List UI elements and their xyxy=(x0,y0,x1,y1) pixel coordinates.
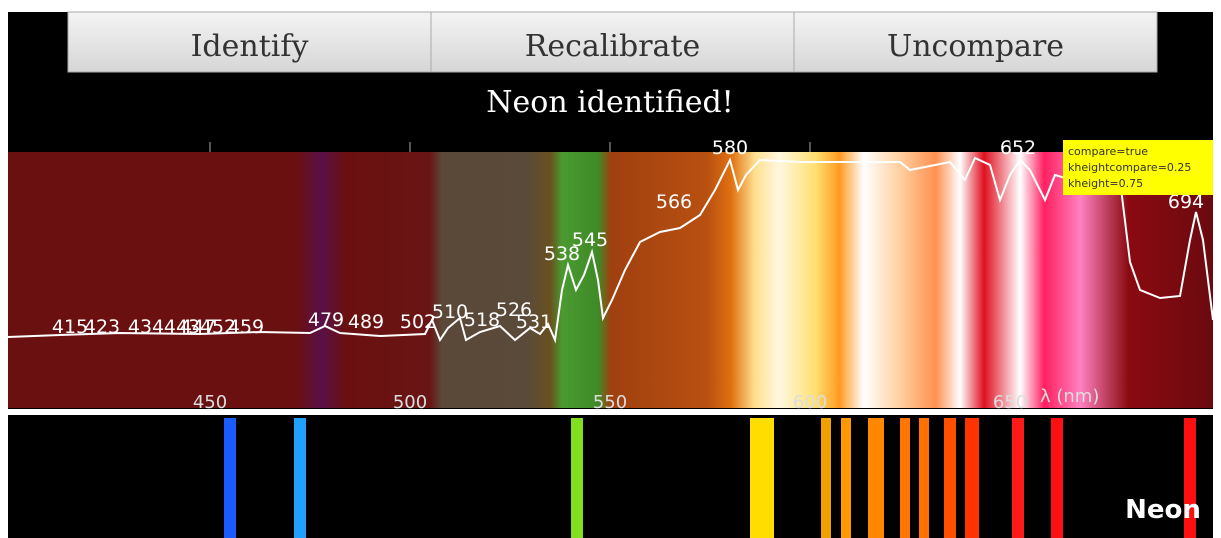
tooltip-line: kheight=0.75 xyxy=(1068,177,1143,190)
divider xyxy=(8,409,1213,415)
peak-label: 531 xyxy=(516,311,552,333)
button[interactable] xyxy=(430,11,795,73)
emission-line xyxy=(750,418,774,538)
peak-label: 423 xyxy=(84,316,120,338)
emission-line xyxy=(571,418,583,538)
emission-line xyxy=(919,418,929,538)
emission-line xyxy=(944,418,956,538)
axis-tick-label: 600 xyxy=(793,392,827,413)
peak-label: 489 xyxy=(348,311,384,333)
element-label: Neon xyxy=(1125,495,1201,525)
peak-label: 694 xyxy=(1168,191,1204,213)
peak-label: 415 xyxy=(52,316,88,338)
peak-label: 459 xyxy=(228,316,264,338)
emission-line xyxy=(841,418,851,538)
button-label[interactable]: Recalibrate xyxy=(525,29,700,64)
axis-tick-label: 450 xyxy=(193,392,227,413)
axis: 450 500 550 600 650 λ (nm) xyxy=(193,142,1099,413)
emission-line xyxy=(965,418,979,538)
peak-label: 434 xyxy=(128,316,164,338)
spectrum xyxy=(8,152,1213,408)
button-label[interactable]: Uncompare xyxy=(887,29,1064,64)
axis-tick-label: 550 xyxy=(593,392,627,413)
emission-line xyxy=(1184,418,1196,538)
peak-label: 518 xyxy=(464,309,500,331)
emission-line xyxy=(900,418,910,538)
tooltip xyxy=(1063,140,1213,195)
emission-line xyxy=(821,418,831,538)
axis-tick-label: 500 xyxy=(393,392,427,413)
emission-line xyxy=(1012,418,1024,538)
peak-label: 538 xyxy=(544,243,580,265)
button[interactable] xyxy=(67,11,432,73)
tooltip-text: compare=true kheightcompare=0.25 kheight=0… xyxy=(1068,145,1191,190)
peak-label: 479 xyxy=(308,309,344,331)
peak-label: 510 xyxy=(432,301,468,323)
peak-label: 447 xyxy=(180,316,216,338)
emission-line xyxy=(868,418,884,538)
button[interactable] xyxy=(793,11,1158,73)
axis-tick-label: 650 xyxy=(993,392,1027,413)
emission-line xyxy=(224,418,236,538)
tooltip-line: compare=true xyxy=(1068,145,1148,158)
emission-line xyxy=(1051,418,1063,538)
peak-label: 526 xyxy=(496,299,532,321)
axis-label: λ (nm) xyxy=(1040,386,1099,407)
emission-line xyxy=(294,418,306,538)
peak-label: 580 xyxy=(712,137,748,159)
peak-label: 443 xyxy=(164,316,200,338)
peak-label: 652 xyxy=(1000,137,1036,159)
tooltip-line: kheightcompare=0.25 xyxy=(1068,161,1191,174)
peak-label: 502 xyxy=(400,311,436,333)
peak-label: 452 xyxy=(200,316,236,338)
peak-label: 545 xyxy=(572,229,608,251)
status-text: Neon identified! xyxy=(486,85,733,120)
emission-lines xyxy=(224,418,1196,538)
button-label[interactable]: Identify xyxy=(191,29,309,64)
button-bar: Identify Recalibrate Uncompare xyxy=(67,11,1158,73)
peak-label: 566 xyxy=(656,191,692,213)
